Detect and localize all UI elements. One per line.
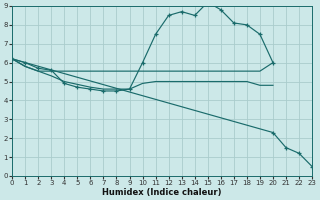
X-axis label: Humidex (Indice chaleur): Humidex (Indice chaleur) [102,188,222,197]
